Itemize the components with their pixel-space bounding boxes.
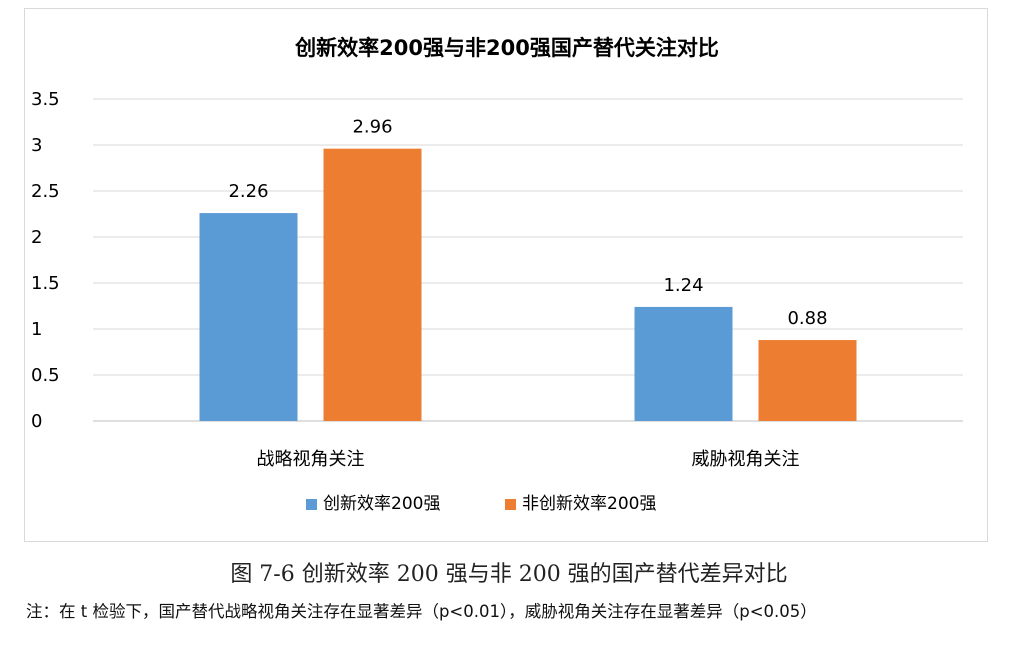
legend-label: 非创新效率200强 (522, 494, 656, 514)
y-tick-label: 3 (31, 135, 42, 156)
figure-caption: 图 7-6 创新效率 200 强与非 200 强的国产替代差异对比 (230, 562, 788, 587)
y-tick-label: 0 (31, 411, 42, 432)
data-label: 1.24 (663, 275, 703, 296)
figure-note: 注：在 t 检验下，国产替代战略视角关注存在显著差异（p<0.01），威胁视角关… (26, 602, 817, 621)
y-tick-label: 3.5 (31, 89, 60, 110)
legend-label: 创新效率200强 (323, 494, 440, 514)
y-tick-label: 2 (31, 227, 42, 248)
x-category-label: 威胁视角关注 (692, 449, 800, 470)
y-tick-label: 2.5 (31, 181, 60, 202)
data-label: 2.26 (228, 181, 268, 202)
bar-top200-2 (634, 306, 733, 421)
y-tick-label: 0.5 (31, 365, 60, 386)
chart-title: 创新效率200强与非200强国产替代关注对比 (294, 36, 719, 60)
data-label: 2.96 (352, 117, 392, 138)
legend-swatch-2 (505, 499, 516, 510)
y-tick-label: 1 (31, 319, 42, 340)
bar-chart: 创新效率200强与非200强国产替代关注对比 0 0.5 1 1.5 2 2.5 3 3.5 2… (31, 36, 963, 514)
x-category-label: 战略视角关注 (257, 449, 365, 470)
bar-non-top200-1 (323, 148, 422, 421)
bar-top200-1 (199, 213, 298, 421)
legend-swatch-1 (306, 499, 317, 510)
chart-frame: 创新效率200强与非200强国产替代关注对比 0 0.5 1 1.5 2 2.5 3 3.5 2… (24, 8, 988, 542)
bar-non-top200-2 (758, 340, 857, 421)
data-label: 0.88 (787, 308, 827, 329)
y-tick-label: 1.5 (31, 273, 60, 294)
